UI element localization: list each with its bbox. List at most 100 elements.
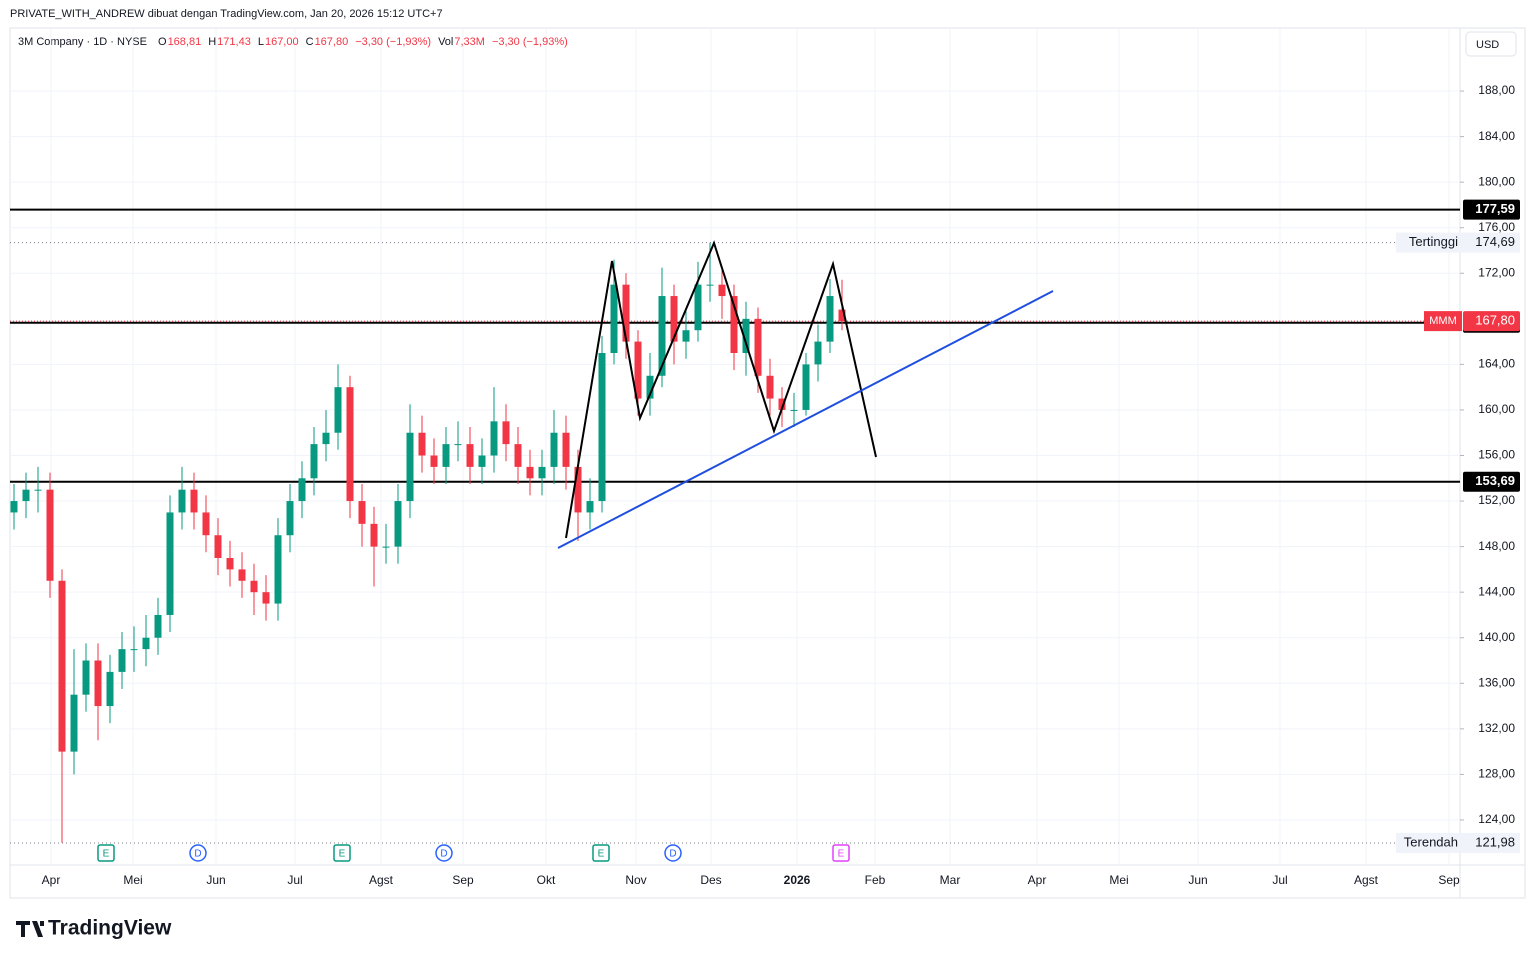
ticker-tag (1424, 311, 1462, 332)
candle-body (502, 421, 510, 445)
extreme-tag (1396, 232, 1520, 253)
last-price-label: 167,80 (1475, 313, 1515, 328)
candle-body (226, 558, 234, 570)
candle-body (466, 444, 474, 467)
candle-body (826, 296, 834, 342)
candle-body (346, 387, 354, 502)
candle-body (802, 364, 810, 410)
x-tick-label: Mei (1109, 873, 1128, 887)
event-icon (832, 844, 850, 862)
legend-key: Vol (438, 36, 453, 48)
candle-body (358, 501, 366, 524)
legend-value: 167,00 (265, 36, 299, 48)
candle-body (550, 432, 558, 467)
candle-body (70, 694, 78, 752)
logo-icon (16, 921, 44, 937)
candle-body (82, 660, 90, 695)
x-tick-label: Sep (1438, 873, 1460, 887)
candle-body (706, 284, 714, 286)
candle-body (622, 284, 630, 342)
ticker: MMM (1429, 315, 1457, 327)
event-label: D (194, 849, 201, 860)
extreme-text: Terendah (1404, 834, 1458, 849)
candle-body (598, 352, 606, 502)
x-tick-label: Jun (1188, 873, 1207, 887)
y-tick-label: 160,00 (1478, 402, 1515, 416)
legend-value: 168,81 (168, 36, 202, 48)
legend-value: 171,43 (217, 36, 251, 48)
candle-body (34, 489, 42, 491)
event-label: D (669, 849, 676, 860)
candle-body (310, 444, 318, 479)
candle-body (94, 660, 102, 707)
candle-body (46, 489, 54, 581)
y-tick-label: 176,00 (1478, 220, 1515, 234)
candle-body (274, 535, 282, 604)
candle-body (154, 614, 162, 638)
candle-body (166, 512, 174, 615)
candle-body (370, 523, 378, 547)
candle-body (262, 592, 270, 604)
candle-body (10, 501, 18, 513)
candle-body (430, 455, 438, 467)
extreme-label: 121,98 (1475, 834, 1515, 849)
y-tick-label: 152,00 (1478, 493, 1515, 507)
currency[interactable]: USD (1476, 39, 1499, 51)
y-tick-label: 140,00 (1478, 630, 1515, 644)
event-icon (189, 844, 207, 862)
x-tick-label: Mar (940, 873, 961, 887)
event-icon (97, 844, 115, 862)
price-tag-label: 153,69 (1475, 473, 1515, 488)
x-tick-label: Agst (1354, 873, 1379, 887)
x-tick-label: Sep (452, 873, 474, 887)
candle-body (526, 466, 534, 479)
y-tick-label: 172,00 (1478, 265, 1515, 279)
x-tick-label: 2026 (784, 873, 811, 887)
currency-box[interactable] (1465, 31, 1517, 57)
y-tick-label: 124,00 (1478, 812, 1515, 826)
legend-value: −3,30 (−1,93%) (492, 36, 568, 48)
candle-body (142, 637, 150, 650)
candle-body (586, 501, 594, 513)
candle-body (730, 296, 738, 353)
event-label: D (440, 849, 447, 860)
x-tick-label: Agst (369, 873, 394, 887)
x-tick-label: Jul (1272, 873, 1287, 887)
candle-body (322, 432, 330, 445)
candle-body (514, 444, 522, 467)
candle-body (22, 489, 30, 502)
candle-body (214, 535, 222, 559)
candle-body (118, 649, 126, 672)
candle-body (238, 569, 246, 581)
candle-body (58, 580, 66, 752)
candle-body (790, 409, 798, 411)
x-tick-label: Apr (42, 873, 61, 887)
extreme-tag (1396, 832, 1520, 853)
candle-body (718, 284, 726, 297)
candle-body (814, 341, 822, 365)
candle-body (778, 398, 786, 410)
candle-body (250, 580, 258, 593)
candle-body (490, 421, 498, 456)
candle-body (190, 489, 198, 513)
legend-key: H (208, 36, 216, 48)
candle-body (454, 444, 462, 446)
candle-body (442, 444, 450, 467)
y-tick-label: 188,00 (1478, 83, 1515, 97)
y-tick-label: 148,00 (1478, 539, 1515, 553)
candle-body (382, 546, 390, 548)
candle-body (646, 375, 654, 399)
panel-border (9, 27, 1526, 899)
candle-body (610, 284, 618, 353)
candle-body (562, 432, 570, 467)
event-icon (333, 844, 351, 862)
extreme-label: 174,69 (1475, 234, 1515, 249)
price-tag-label: 177,59 (1475, 201, 1515, 216)
candle-body (334, 387, 342, 433)
candle-body (478, 455, 486, 467)
candle-body (634, 341, 642, 399)
price-tag (1463, 199, 1520, 220)
candle-body (394, 501, 402, 547)
